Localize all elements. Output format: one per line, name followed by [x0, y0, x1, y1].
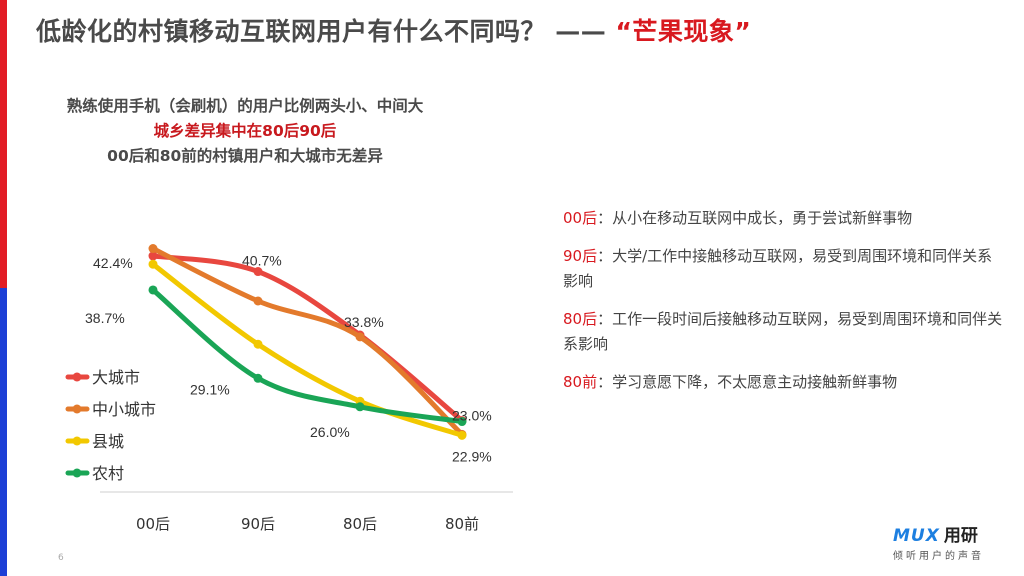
note-key: 90后	[563, 247, 598, 265]
data-label: 29.1%	[190, 381, 230, 397]
series-line	[150, 261, 465, 438]
data-label: 42.4%	[93, 255, 133, 271]
logo-tagline: 倾听用户的声音	[893, 551, 984, 562]
note-text: ：工作一段时间后接触移动互联网，易受到周围环境和同伴关系影响	[563, 310, 1003, 353]
data-label: 23.0%	[452, 407, 492, 423]
subtitle-line-1: 熟练使用手机（会刷机）的用户比例两头小、中间大	[66, 97, 424, 115]
logo-cn: 用研	[943, 526, 978, 546]
data-label: 38.7%	[85, 310, 125, 326]
series-line	[150, 253, 465, 424]
data-point	[253, 373, 263, 383]
x-tick-label: 00后	[136, 515, 170, 533]
brand-logo: MUX 用研 倾听用户的声音	[893, 521, 1013, 562]
data-label: 40.7%	[242, 253, 282, 269]
note-text: ：从小在移动互联网中成长，勇于尝试新鲜事物	[597, 209, 913, 227]
data-point	[148, 244, 158, 254]
data-point	[148, 285, 158, 295]
x-tick-label: 90后	[241, 515, 275, 533]
legend-marker	[72, 372, 82, 382]
note-key: 00后	[563, 209, 598, 227]
note-item: 00后：从小在移动互联网中成长，勇于尝试新鲜事物	[563, 206, 1003, 231]
legend-label: 大城市	[92, 368, 140, 387]
legend-marker	[72, 404, 82, 414]
series-line	[150, 287, 465, 425]
left-accent-bar-red	[0, 0, 7, 288]
title-highlight: “芒果现象”	[615, 17, 752, 46]
data-point	[457, 430, 467, 440]
x-tick-label: 80前	[445, 515, 479, 533]
chart-subtitle: 熟练使用手机（会刷机）的用户比例两头小、中间大 城乡差异集中在80后90后 00…	[30, 94, 460, 169]
data-point	[253, 296, 263, 306]
page-number: 6	[58, 553, 64, 563]
data-label: 26.0%	[310, 424, 350, 440]
note-key: 80后	[563, 310, 598, 328]
subtitle-line-2: 城乡差异集中在80后90后	[153, 122, 337, 140]
data-label: 33.8%	[344, 314, 384, 330]
note-text: ：大学/工作中接触移动互联网，易受到周围环境和同伴关系影响	[563, 247, 993, 290]
data-point	[148, 251, 158, 261]
legend-label: 县城	[92, 432, 124, 451]
legend-marker	[72, 468, 82, 478]
data-label: 22.9%	[452, 448, 492, 464]
title-dash: ——	[555, 17, 607, 46]
legend-marker	[72, 436, 82, 446]
data-point	[457, 417, 467, 427]
note-item: 90后：大学/工作中接触移动互联网，易受到周围环境和同伴关系影响	[563, 244, 1003, 294]
note-item: 80前：学习意愿下降，不太愿意主动接触新鲜事物	[563, 370, 1003, 395]
x-tick-label: 80后	[343, 515, 377, 533]
title-main: 低龄化的村镇移动互联网用户有什么不同吗？	[36, 17, 547, 46]
legend-label: 农村	[92, 464, 124, 483]
page-title: 低龄化的村镇移动互联网用户有什么不同吗？ —— “芒果现象”	[36, 12, 751, 48]
logo-mux: MUX	[893, 526, 940, 546]
note-key: 80前	[563, 373, 598, 391]
data-point	[253, 339, 263, 349]
data-point	[355, 402, 365, 412]
series-line	[150, 246, 465, 437]
note-item: 80后：工作一段时间后接触移动互联网，易受到周围环境和同伴关系影响	[563, 307, 1003, 357]
data-point	[253, 267, 263, 277]
data-point	[148, 259, 158, 269]
subtitle-line-3: 00后和80前的村镇用户和大城市无差异	[107, 147, 383, 165]
note-text: ：学习意愿下降，不太愿意主动接触新鲜事物	[597, 373, 898, 391]
data-point	[355, 332, 365, 342]
legend-label: 中小城市	[92, 400, 156, 419]
notes-list: 00后：从小在移动互联网中成长，勇于尝试新鲜事物 90后：大学/工作中接触移动互…	[563, 206, 1003, 408]
left-accent-bar-blue	[0, 288, 7, 576]
